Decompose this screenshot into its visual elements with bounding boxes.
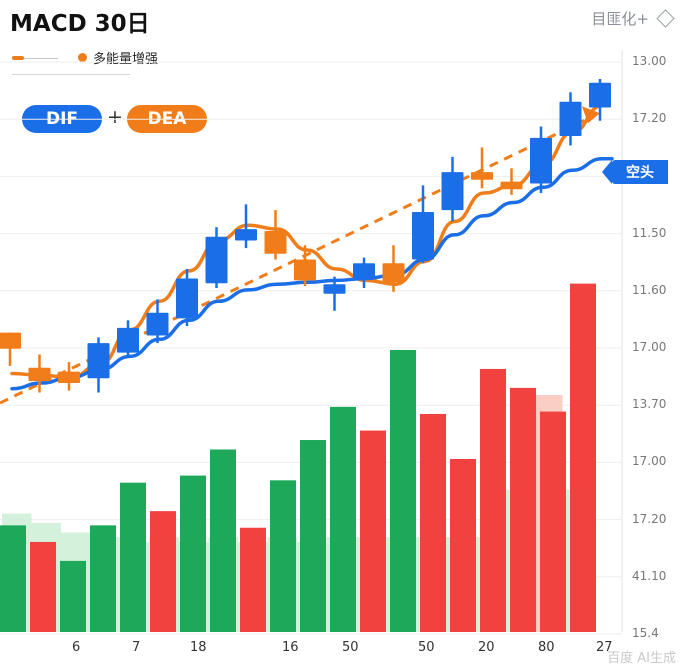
y-tick-label: 17.20 — [632, 111, 667, 126]
histogram-bar — [0, 525, 26, 632]
y-tick-label: 17.00 — [632, 454, 667, 469]
y-tick-label: 11.60 — [632, 282, 667, 297]
x-tick-label: 6 — [72, 640, 81, 655]
candle-body — [382, 263, 405, 283]
toolbar-right[interactable]: 目匪化+ — [591, 8, 675, 29]
histogram-bar — [30, 541, 56, 632]
candle-body — [0, 332, 21, 349]
y-tick-label: 41.10 — [632, 568, 667, 583]
histogram-bar — [480, 368, 506, 632]
candle-body — [559, 101, 582, 136]
candle-body — [471, 172, 493, 180]
candle-body — [353, 263, 375, 279]
toolbar-label[interactable]: 目匪化+ — [591, 10, 649, 28]
histogram-bar — [420, 413, 446, 632]
x-tick-label: 18 — [190, 640, 207, 655]
y-tick-label: 17.20 — [632, 511, 667, 526]
candle-body — [117, 327, 139, 353]
y-tick-label: 13.00 — [632, 54, 667, 68]
watermark: 百度 AI生成 — [607, 651, 676, 666]
histogram-bar — [570, 283, 596, 632]
x-tick-label: 80 — [538, 640, 555, 655]
histogram-bar — [330, 406, 356, 632]
histogram-bar — [90, 525, 116, 632]
legend-dot-icon — [78, 53, 87, 62]
histogram-bar — [210, 449, 236, 632]
candle-body — [87, 343, 110, 379]
dea-line — [10, 103, 604, 380]
x-tick-label: 16 — [282, 640, 299, 655]
candle-body — [28, 367, 51, 382]
histogram-bar — [360, 430, 386, 632]
histogram-bar — [300, 440, 326, 632]
y-tick-label: 11.50 — [632, 225, 667, 240]
trend-line — [0, 118, 586, 405]
histogram-bar — [390, 349, 416, 632]
x-tick-label: 20 — [478, 640, 495, 655]
histogram-bar — [180, 475, 206, 632]
x-tick-label: 7 — [132, 640, 141, 655]
candle-body — [205, 236, 228, 284]
candle-body — [294, 259, 316, 281]
histogram-bar — [510, 387, 536, 632]
candle-body — [530, 137, 552, 184]
legend-label: 多能量增强 — [93, 52, 159, 67]
dif-line — [10, 157, 614, 391]
candle-body — [323, 284, 346, 294]
y-tick-label: 13.70 — [632, 397, 667, 412]
candle-body — [441, 172, 464, 211]
y-tick-label: 17.00 — [632, 340, 667, 354]
price-tag: 空头 — [602, 160, 668, 184]
candle-body — [500, 181, 523, 190]
legend: 多能量增强 — [12, 48, 158, 67]
histogram-bar — [450, 458, 476, 632]
candle-body — [264, 231, 287, 254]
candle-body — [146, 312, 169, 336]
chart-title: MACD 30日 — [10, 11, 150, 37]
legend-line-icon — [12, 53, 60, 63]
legend-divider — [12, 74, 130, 75]
histogram-bar — [120, 482, 146, 632]
y-tick-label: 15.4 — [632, 626, 659, 640]
x-tick-label: 50 — [418, 640, 435, 655]
candle-body — [589, 82, 611, 108]
histogram-bar — [150, 511, 176, 632]
candle-body — [412, 212, 434, 260]
candle-body — [176, 278, 198, 319]
x-tick-label: 27 — [596, 640, 613, 655]
histogram-bar — [60, 560, 86, 632]
candle-body — [235, 229, 257, 241]
histogram-bar — [240, 527, 266, 632]
plus-sign: + — [107, 106, 123, 128]
histogram-bar — [540, 411, 566, 632]
histogram-bar — [270, 480, 296, 632]
candle-body — [58, 371, 80, 383]
x-tick-label: 50 — [342, 640, 359, 655]
